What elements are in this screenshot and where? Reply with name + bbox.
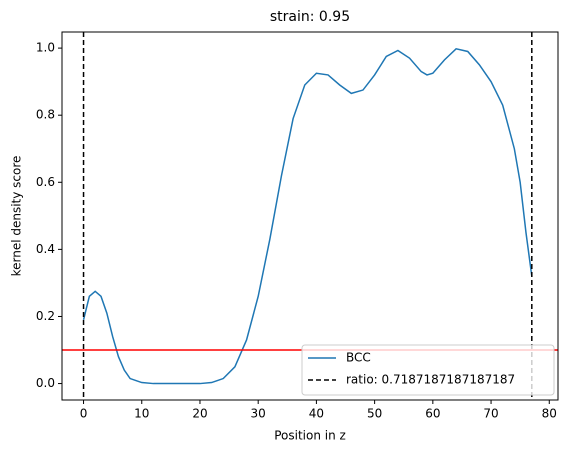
x-tick-label: 20 (192, 407, 207, 421)
legend-box (301, 344, 555, 396)
y-tick-label: 0.2 (36, 309, 55, 323)
chart-title: strain: 0.95 (270, 9, 350, 25)
y-tick-label: 0.8 (36, 108, 55, 122)
x-tick-label: 60 (425, 407, 440, 421)
x-tick-label: 70 (483, 407, 498, 421)
data-line (82, 47, 533, 385)
legend-label: ratio: 0.7187187187187187 (346, 373, 515, 387)
x-tick-label: 80 (542, 407, 557, 421)
y-tick-label: 0.4 (36, 242, 55, 256)
y-axis-label: kernel density score (10, 156, 24, 277)
x-tick-label: 30 (251, 407, 266, 421)
x-tick-label: 50 (367, 407, 382, 421)
y-tick-label: 0.0 (36, 376, 55, 390)
x-tick-label: 0 (80, 407, 88, 421)
x-tick-label: 40 (309, 407, 324, 421)
y-tick-label: 1.0 (36, 41, 55, 55)
plot-frame (61, 31, 559, 401)
legend-label: BCC (346, 351, 371, 365)
y-tick-label: 0.6 (36, 175, 55, 189)
x-axis-label: Position in z (274, 429, 346, 443)
x-tick-label: 10 (134, 407, 149, 421)
